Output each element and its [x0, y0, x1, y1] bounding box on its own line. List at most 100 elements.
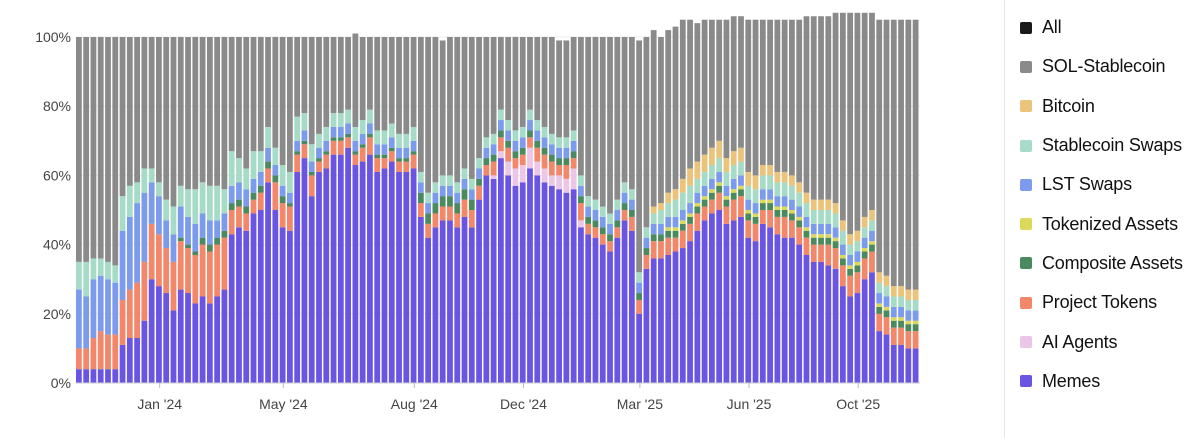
- bar-stack[interactable]: [185, 37, 191, 383]
- bar-stack[interactable]: [679, 19, 686, 383]
- bar-stack[interactable]: [912, 19, 919, 383]
- bar-stack[interactable]: [148, 37, 155, 383]
- bar-stack[interactable]: [869, 12, 875, 383]
- bar-stack[interactable]: [883, 19, 890, 383]
- bar-stack[interactable]: [767, 19, 773, 383]
- legend-item-tokenized-assets[interactable]: Tokenized Assets: [1020, 204, 1200, 243]
- bar-stack[interactable]: [832, 12, 839, 383]
- bar-stack[interactable]: [243, 37, 250, 383]
- bar-stack[interactable]: [476, 37, 482, 383]
- bar-stack[interactable]: [403, 37, 410, 383]
- bar-stack[interactable]: [861, 12, 868, 383]
- bar-stack[interactable]: [519, 37, 526, 383]
- bar-stack[interactable]: [643, 37, 650, 383]
- legend-item-memes[interactable]: Memes: [1020, 362, 1200, 401]
- bar-stack[interactable]: [810, 16, 817, 383]
- bar-stack[interactable]: [221, 37, 228, 383]
- bar-stack[interactable]: [316, 37, 322, 383]
- bar-stack[interactable]: [228, 37, 235, 383]
- bar-stack[interactable]: [374, 37, 381, 383]
- bar-stack[interactable]: [898, 19, 904, 383]
- bar-stack[interactable]: [498, 37, 504, 383]
- bar-stack[interactable]: [330, 37, 337, 383]
- bar-stack[interactable]: [759, 19, 766, 383]
- legend-item-bitcoin[interactable]: Bitcoin: [1020, 87, 1200, 126]
- bar-stack[interactable]: [876, 19, 883, 383]
- bar-stack[interactable]: [789, 19, 795, 383]
- bar-stack[interactable]: [672, 26, 679, 383]
- bar-stack[interactable]: [163, 37, 170, 383]
- legend-item-lst-swaps[interactable]: LST Swaps: [1020, 165, 1200, 204]
- bar-stack[interactable]: [337, 37, 344, 383]
- bar-stack[interactable]: [738, 16, 744, 383]
- bar-stack[interactable]: [468, 37, 475, 383]
- bar-stack[interactable]: [490, 37, 497, 383]
- bar-stack[interactable]: [454, 37, 461, 383]
- legend-item-project-tokens[interactable]: Project Tokens: [1020, 283, 1200, 322]
- bar-stack[interactable]: [417, 37, 424, 383]
- bar-stack[interactable]: [279, 37, 286, 383]
- bar-stack[interactable]: [636, 40, 643, 383]
- bar-stack[interactable]: [447, 37, 453, 383]
- bar-stack[interactable]: [803, 16, 810, 383]
- bar-stack[interactable]: [570, 37, 577, 383]
- bar-stack[interactable]: [206, 37, 213, 383]
- bar-stack[interactable]: [294, 37, 301, 383]
- bar-stack[interactable]: [752, 19, 759, 383]
- bar-stack[interactable]: [410, 37, 417, 383]
- bar-stack[interactable]: [287, 37, 293, 383]
- bar-stack[interactable]: [90, 37, 97, 383]
- bar-stack[interactable]: [621, 37, 628, 383]
- bar-stack[interactable]: [505, 37, 512, 383]
- bar-stack[interactable]: [818, 16, 824, 383]
- bar-stack[interactable]: [381, 37, 388, 383]
- bar-stack[interactable]: [781, 19, 788, 383]
- bar-stack[interactable]: [352, 33, 359, 383]
- bar-stack[interactable]: [694, 23, 701, 383]
- bar-stack[interactable]: [854, 12, 861, 383]
- bar-stack[interactable]: [796, 19, 803, 383]
- bar-stack[interactable]: [214, 37, 221, 383]
- bar-stack[interactable]: [839, 12, 846, 383]
- bar-stack[interactable]: [396, 37, 402, 383]
- legend-item-stablecoin-swaps[interactable]: Stablecoin Swaps: [1020, 126, 1200, 165]
- bar-stack[interactable]: [512, 37, 519, 383]
- bar-stack[interactable]: [650, 30, 657, 383]
- bar-stack[interactable]: [548, 37, 555, 383]
- bar-stack[interactable]: [432, 37, 439, 383]
- bar-stack[interactable]: [126, 37, 133, 383]
- bar-stack[interactable]: [905, 19, 912, 383]
- bar-stack[interactable]: [97, 37, 104, 383]
- bar-stack[interactable]: [301, 37, 308, 383]
- bar-stack[interactable]: [265, 37, 271, 383]
- bar-stack[interactable]: [119, 37, 126, 383]
- bar-stack[interactable]: [308, 37, 315, 383]
- bar-stack[interactable]: [723, 19, 730, 383]
- bar-stack[interactable]: [563, 40, 570, 383]
- bar-stack[interactable]: [658, 37, 664, 383]
- bar-stack[interactable]: [774, 19, 781, 383]
- bar-stack[interactable]: [665, 30, 672, 383]
- bar-stack[interactable]: [250, 37, 257, 383]
- bar-stack[interactable]: [257, 37, 264, 383]
- bar-stack[interactable]: [687, 19, 693, 383]
- bar-stack[interactable]: [323, 37, 330, 383]
- bar-stack[interactable]: [847, 12, 854, 383]
- bar-stack[interactable]: [607, 37, 613, 383]
- bar-stack[interactable]: [272, 37, 279, 383]
- legend-item-all[interactable]: All: [1020, 8, 1200, 47]
- bar-stack[interactable]: [534, 37, 541, 383]
- bar-stack[interactable]: [825, 16, 832, 383]
- bar-stack[interactable]: [527, 37, 533, 383]
- bar-stack[interactable]: [367, 37, 373, 383]
- bar-stack[interactable]: [461, 37, 468, 383]
- bar-stack[interactable]: [388, 37, 395, 383]
- bar-stack[interactable]: [177, 37, 184, 383]
- bar-stack[interactable]: [192, 37, 199, 383]
- bar-stack[interactable]: [156, 37, 162, 383]
- bar-stack[interactable]: [439, 40, 446, 383]
- bar-stack[interactable]: [890, 19, 897, 383]
- legend-item-composite-assets[interactable]: Composite Assets: [1020, 244, 1200, 283]
- bar-stack[interactable]: [709, 19, 715, 383]
- bar-stack[interactable]: [141, 37, 148, 383]
